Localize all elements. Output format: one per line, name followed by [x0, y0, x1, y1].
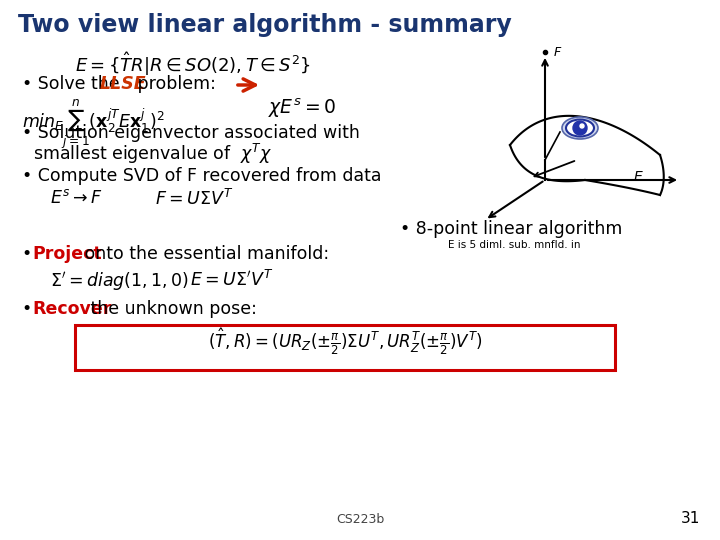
Text: $F$: $F$ — [553, 45, 562, 58]
Text: • Solution eigenvector associated with: • Solution eigenvector associated with — [22, 124, 360, 142]
Text: $E^s \rightarrow F$: $E^s \rightarrow F$ — [50, 189, 102, 207]
Text: E is 5 diml. sub. mnfld. in: E is 5 diml. sub. mnfld. in — [448, 240, 580, 250]
Text: smallest eigenvalue of  $\chi^T\chi$: smallest eigenvalue of $\chi^T\chi$ — [22, 142, 272, 166]
Text: LLSE: LLSE — [100, 75, 147, 93]
Text: • Solve the: • Solve the — [22, 75, 125, 93]
Text: Project: Project — [32, 245, 102, 263]
Text: $E = U\Sigma'V^T$: $E = U\Sigma'V^T$ — [190, 270, 274, 290]
Ellipse shape — [566, 119, 594, 137]
Text: •: • — [22, 300, 37, 318]
Text: $min_E\sum_{j=1}^{n}(\mathbf{x}_2^{jT}E\mathbf{x}_1^j)^2$: $min_E\sum_{j=1}^{n}(\mathbf{x}_2^{jT}E\… — [22, 97, 164, 151]
Circle shape — [580, 124, 584, 128]
Text: $E$: $E$ — [633, 170, 644, 184]
Text: onto the essential manifold:: onto the essential manifold: — [79, 245, 329, 263]
Ellipse shape — [562, 117, 598, 139]
Text: 31: 31 — [680, 511, 700, 526]
Text: Recover: Recover — [32, 300, 112, 318]
Circle shape — [573, 121, 587, 135]
Text: Two view linear algorithm - summary: Two view linear algorithm - summary — [18, 13, 512, 37]
Text: $(\hat{T}, R) = (UR_Z(\pm\frac{\pi}{2})\Sigma U^T, UR_Z^T(\pm\frac{\pi}{2})V^T)$: $(\hat{T}, R) = (UR_Z(\pm\frac{\pi}{2})\… — [207, 327, 482, 357]
Text: •: • — [22, 245, 37, 263]
Text: $\chi E^s = 0$: $\chi E^s = 0$ — [268, 97, 336, 120]
Text: problem:: problem: — [132, 75, 216, 93]
Text: • 8-point linear algorithm: • 8-point linear algorithm — [400, 220, 622, 238]
Text: CS223b: CS223b — [336, 513, 384, 526]
Text: $F = U\Sigma V^T$: $F = U\Sigma V^T$ — [155, 189, 233, 209]
Bar — [75, 325, 615, 370]
Text: $\Sigma' = diag(1,1,0)$: $\Sigma' = diag(1,1,0)$ — [50, 270, 189, 293]
Text: • Compute SVD of F recovered from data: • Compute SVD of F recovered from data — [22, 167, 382, 185]
Text: the unknown pose:: the unknown pose: — [85, 300, 257, 318]
Text: $E = \{\hat{T}R|R \in SO(2), T \in S^2\}$: $E = \{\hat{T}R|R \in SO(2), T \in S^2\}… — [75, 50, 311, 78]
